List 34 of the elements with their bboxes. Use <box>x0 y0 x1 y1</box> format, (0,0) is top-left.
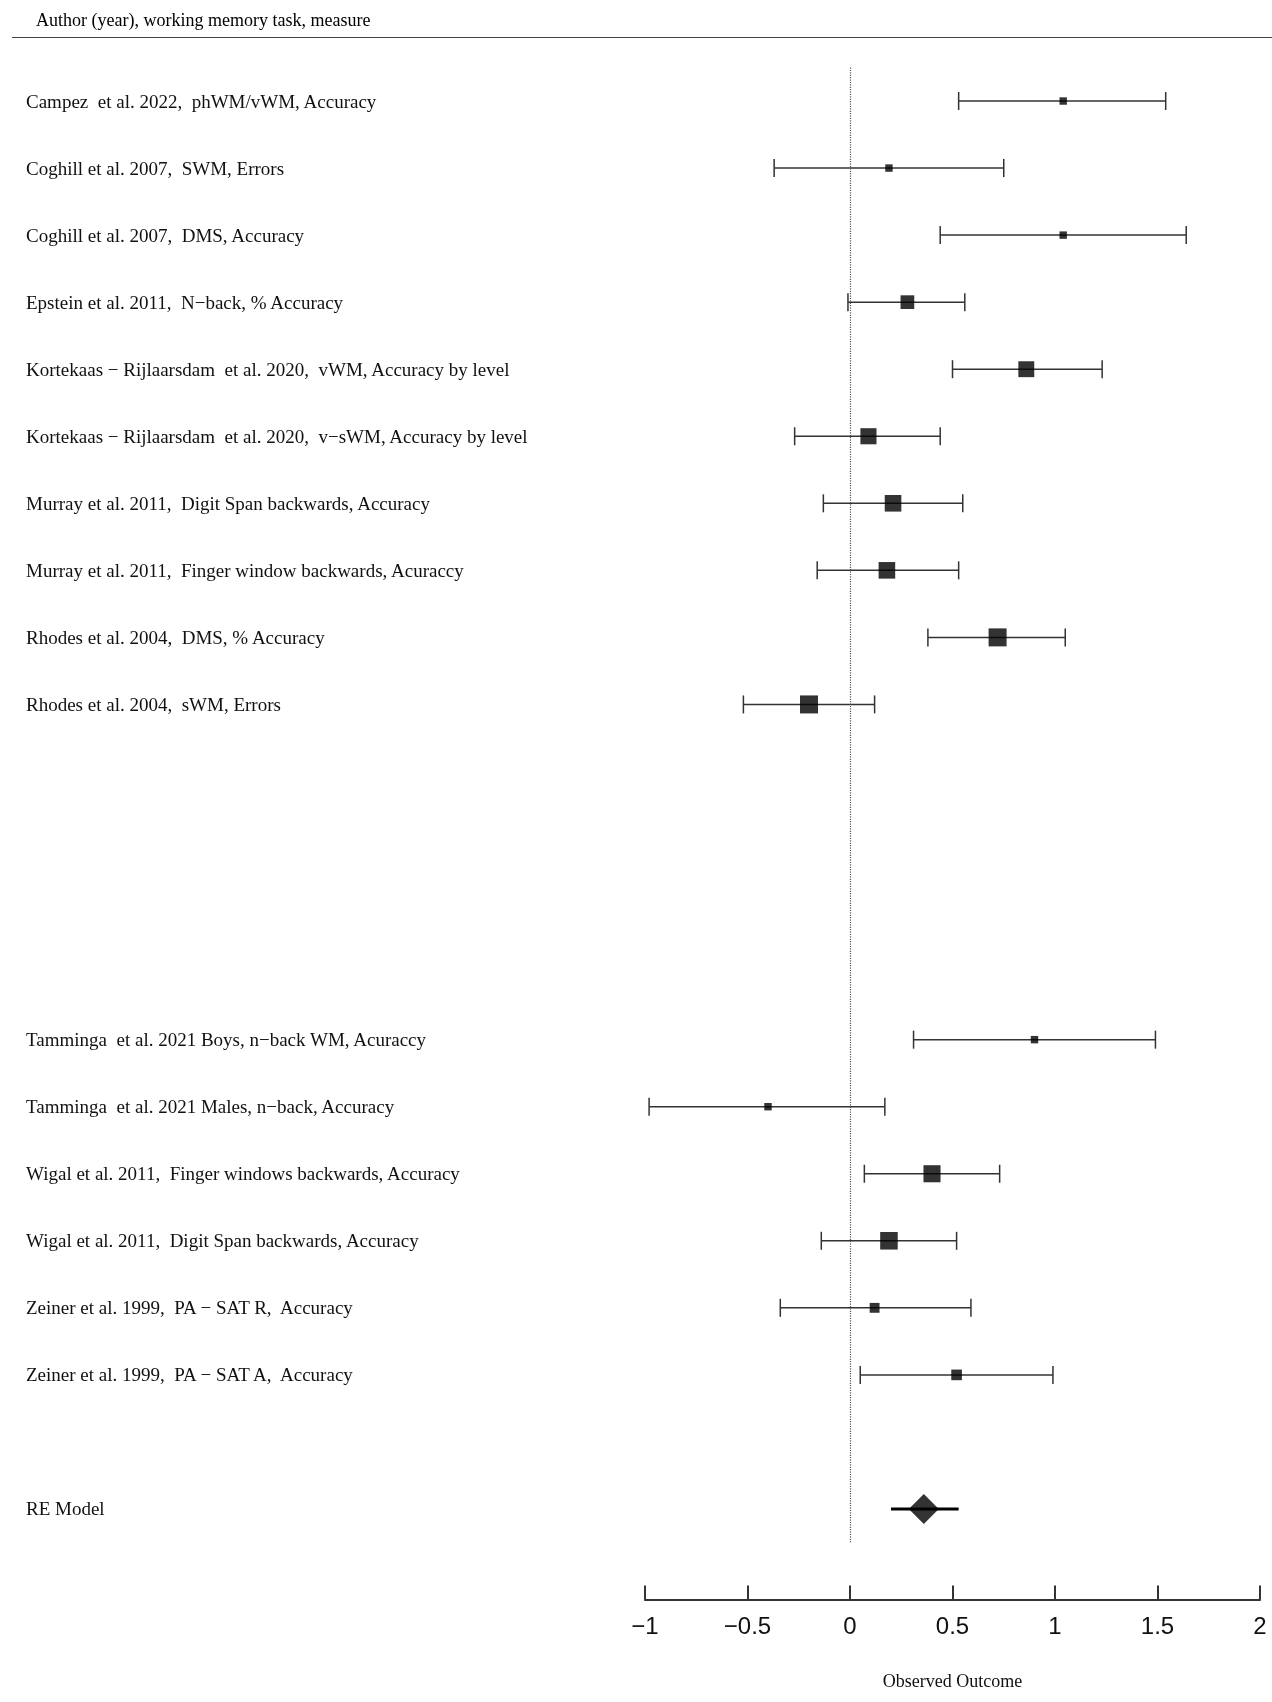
y-tick-label: Rhodes et al. 2004, sWM, Errors <box>26 693 281 715</box>
y-tick-label: Rhodes et al. 2004, DMS, % Accuracy <box>26 626 326 648</box>
point <box>923 1165 941 1183</box>
y-tick-label: Zeiner et al. 1999, PA − SAT A, Accuracy <box>26 1364 354 1386</box>
y-tick-label: Campez et al. 2022, phWM/vWM, Accuracy <box>26 90 377 112</box>
y-tick-label: RE Model <box>26 1498 105 1520</box>
y-tick-label: Wigal et al. 2011, Digit Span backwards, Accuracy <box>26 1230 420 1252</box>
x-tick-label: 1 <box>1048 1612 1062 1639</box>
point <box>1018 361 1035 378</box>
y-tick-label: Murray et al. 2011, Digit Span backwards, Accuracy <box>26 492 431 514</box>
y-tick-label: Wigal et al. 2011, Finger windows backwards, Accuracy <box>26 1163 461 1185</box>
point <box>900 295 915 310</box>
y-tick-label: Tamminga et al. 2021 Boys, n−back WM, Acuraccy <box>26 1029 427 1051</box>
x-tick-label: 1.5 <box>1140 1612 1175 1639</box>
x-tick-label: 2 <box>1253 1612 1267 1639</box>
point <box>908 1493 939 1524</box>
y-tick-label: Zeiner et al. 1999, PA − SAT R, Accuracy <box>26 1297 354 1319</box>
y-tick-label: Tamminga et al. 2021 Males, n−back, Accuracy <box>26 1096 395 1118</box>
point <box>884 495 902 512</box>
point <box>878 562 896 579</box>
x-tick-label: 0.5 <box>935 1612 970 1639</box>
y-tick-label: Murray et al. 2011, Finger window backwards, Acuraccy <box>26 559 465 581</box>
y-axis-title: Author (year), working memory task, measure <box>12 0 1272 38</box>
y-tick-label: Coghill et al. 2007, SWM, Errors <box>26 157 285 179</box>
point <box>860 428 877 445</box>
x-tick-label: −1 <box>631 1612 659 1639</box>
y-tick-label: Epstein et al. 2011, N−back, % Accuracy <box>26 291 344 313</box>
y-tick-label: Coghill et al. 2007, DMS, Accuracy <box>26 224 305 246</box>
x-tick-label: −0.5 <box>723 1612 772 1639</box>
y-tick-label: Kortekaas − Rijlaarsdam et al. 2020, v−sWM, Accuracy by level <box>26 425 528 447</box>
x-axis-title: Observed Outcome <box>882 1670 1023 1691</box>
x-tick-label: 0 <box>843 1612 857 1639</box>
y-tick-label: Kortekaas − Rijlaarsdam et al. 2020, vWM, Accuracy by level <box>26 358 510 380</box>
point <box>880 1232 898 1250</box>
